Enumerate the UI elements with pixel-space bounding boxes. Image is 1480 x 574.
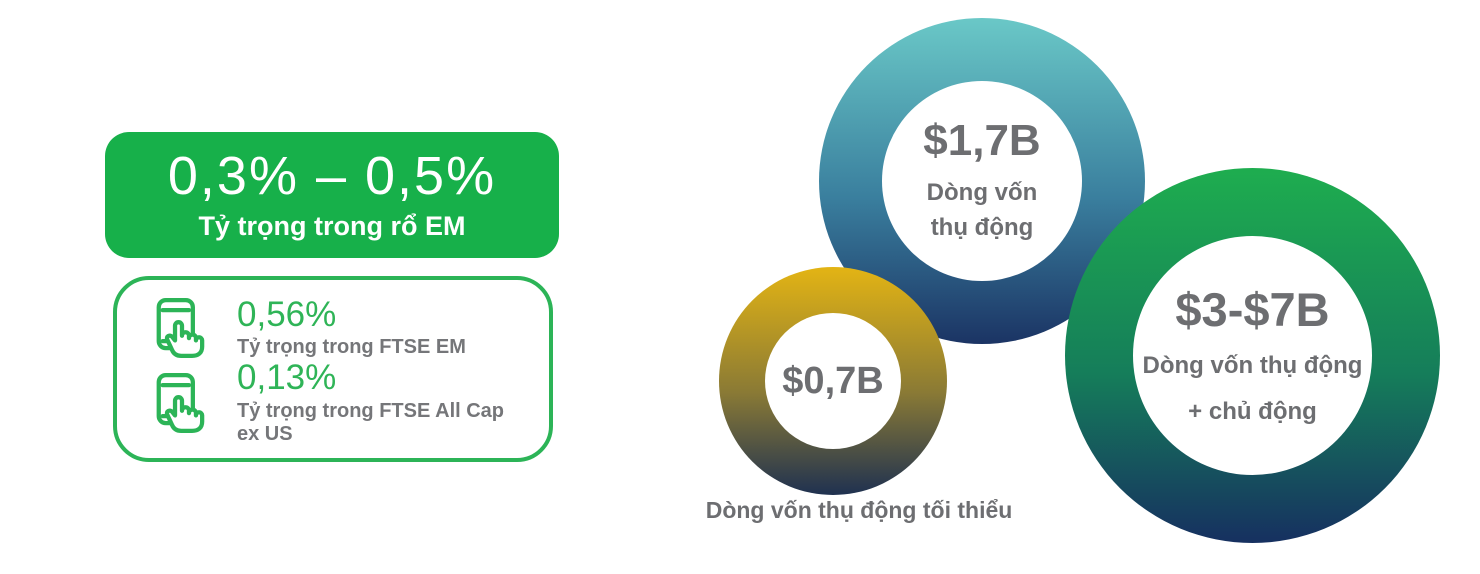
ftse-allcap-weight-texts: 0,13% Tỷ trọng trong FTSE All Cap ex US [237,358,529,446]
bubble-passive-flow-value: $1,7B [923,116,1041,166]
ftse-em-weight-row: 0,56% Tỷ trọng trong FTSE EM [151,296,529,360]
bubble-passive-flow-label-line2: thụ động [930,214,1034,241]
em-basket-label: Tỷ trọng trong rổ EM [198,210,466,241]
tap-device-icon [156,372,205,433]
ftse-em-weight-value: 0,56% [237,294,337,334]
bubble-passive-flow-label-line1: Dòng vốn [926,179,1038,207]
ftse-allcap-weight-value: 0,13% [237,358,337,397]
bubble-passive-plus-active-label-line1: Dòng vốn thụ động [1142,352,1363,380]
em-basket-range-value: 0,3% – 0,5% [167,146,497,207]
bubble-passive-flow: $1,7B Dòng vốn thụ động [819,18,1145,344]
bubble-passive-flow-minimum-center: $0,7B [765,313,901,449]
bubble-passive-flow-minimum-value: $0,7B [782,359,884,402]
bubble-passive-flow-center: $1,7B Dòng vốn thụ động [882,81,1082,281]
ftse-weights-card: 0,56% Tỷ trọng trong FTSE EM 0,13% Tỷ tr… [113,276,553,462]
bubble-passive-plus-active-center: $3-$7B Dòng vốn thụ động + chủ động [1133,236,1372,475]
ftse-em-weight-texts: 0,56% Tỷ trọng trong FTSE EM [237,294,466,360]
em-basket-weight-card: 0,3% – 0,5% Tỷ trọng trong rổ EM [105,132,559,258]
ftse-allcap-weight-row: 0,13% Tỷ trọng trong FTSE All Cap ex US [151,358,529,446]
bubble-passive-flow-minimum-caption: Dòng vốn thụ động tối thiểu [705,497,1013,523]
bubble-passive-plus-active-flow: $3-$7B Dòng vốn thụ động + chủ động [1065,168,1440,543]
bubble-passive-plus-active-label-line2: + chủ động [1188,398,1317,425]
bubble-passive-plus-active-value: $3-$7B [1175,283,1330,337]
ftse-allcap-weight-label: Tỷ trọng trong FTSE All Cap ex US [237,399,505,445]
bubble-passive-flow-minimum: $0,7B [719,267,947,495]
ftse-em-weight-label: Tỷ trọng trong FTSE EM [237,336,466,359]
tap-device-icon [156,297,205,359]
